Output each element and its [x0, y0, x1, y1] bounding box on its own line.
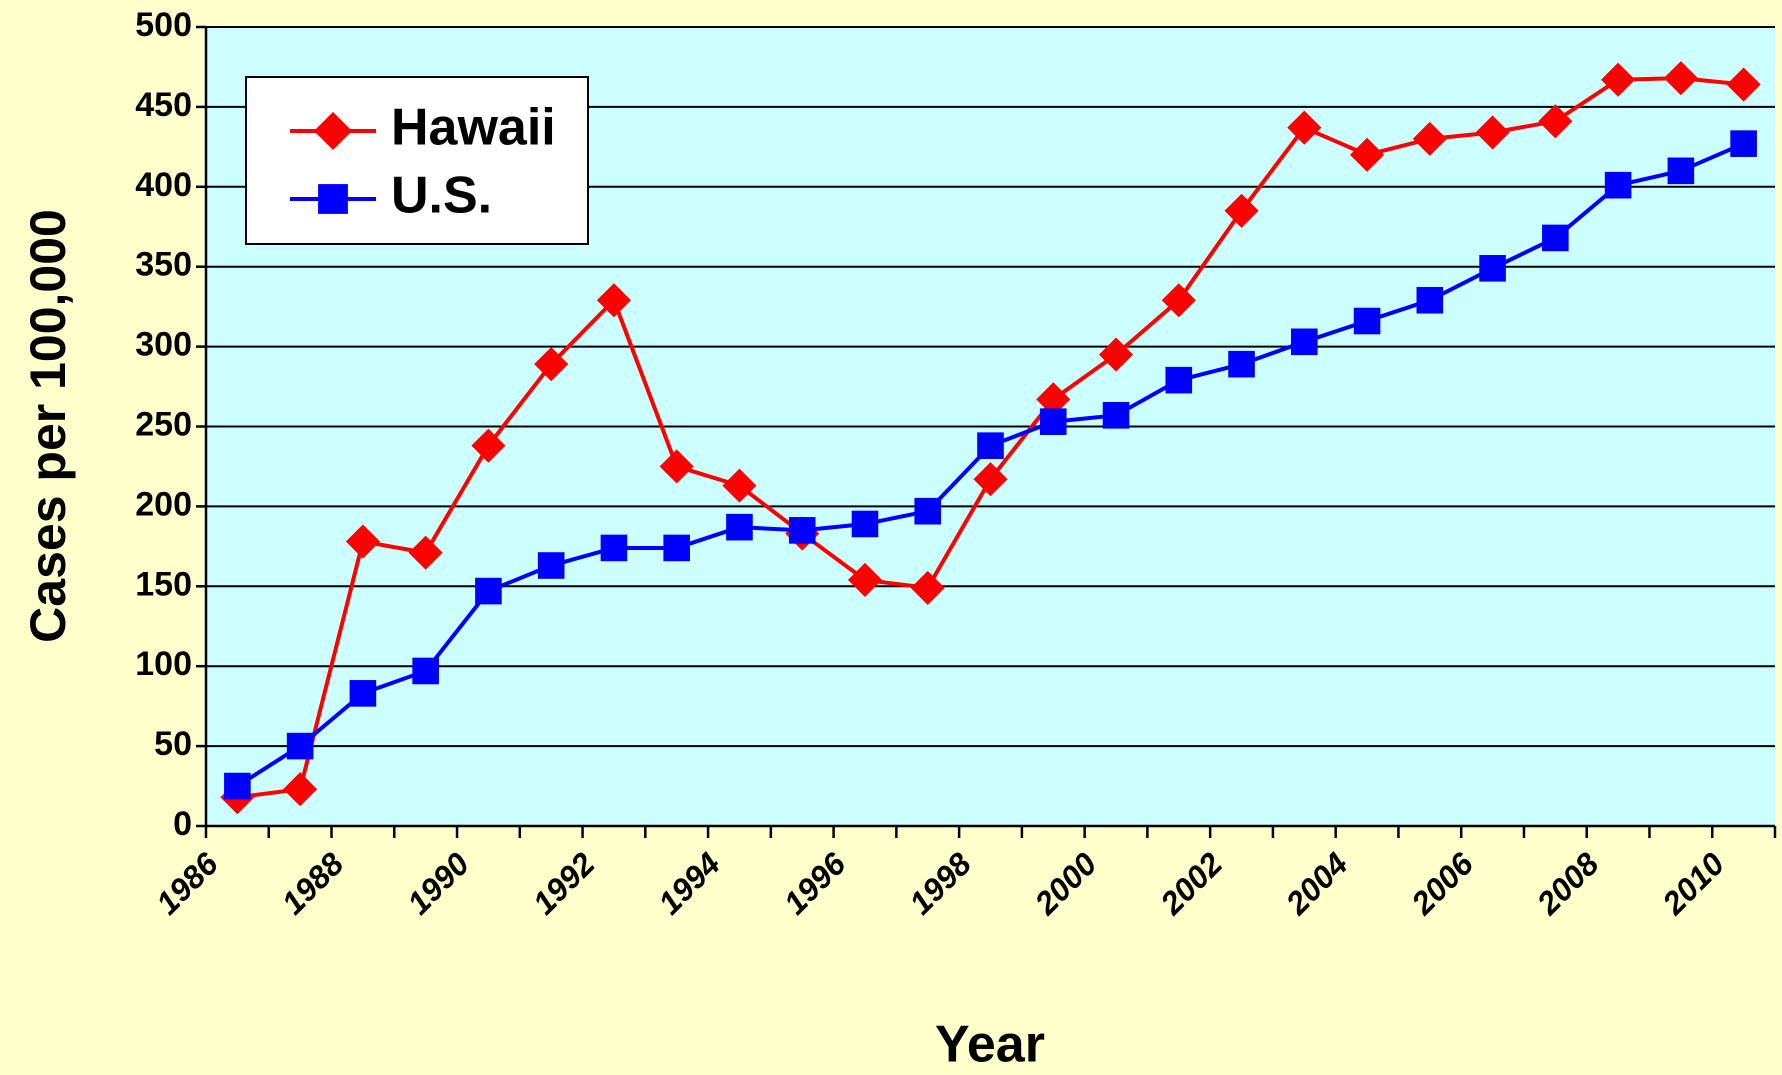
data-point — [977, 432, 1004, 459]
data-point — [224, 772, 251, 800]
data-point — [1353, 307, 1381, 335]
y-tick-label: 500 — [135, 6, 192, 44]
data-point — [1287, 110, 1322, 145]
data-point — [408, 535, 443, 570]
data-point — [1165, 366, 1193, 394]
legend-marker — [318, 184, 348, 214]
data-point — [1228, 350, 1255, 378]
data-point — [283, 772, 318, 807]
y-tick-label: 200 — [135, 485, 192, 523]
y-axis-title: Cases per 100,000 — [20, 209, 76, 643]
data-point — [1538, 104, 1573, 139]
y-tick-label: 150 — [135, 565, 192, 603]
data-point — [600, 534, 628, 562]
data-point — [345, 524, 380, 559]
data-point — [1663, 61, 1698, 96]
data-point — [1730, 130, 1757, 157]
data-point — [1291, 328, 1318, 356]
y-tick-label: 400 — [135, 166, 192, 204]
data-point — [659, 449, 694, 484]
legend-label: Hawaii — [391, 99, 556, 157]
y-tick-label: 250 — [135, 405, 192, 443]
data-point — [286, 732, 314, 760]
data-point — [1039, 408, 1067, 436]
data-point — [1667, 157, 1695, 185]
data-point — [788, 517, 816, 544]
data-point — [910, 570, 945, 605]
data-point — [349, 680, 377, 707]
legend-box — [245, 76, 589, 245]
data-point — [1542, 224, 1569, 252]
data-point — [1224, 193, 1259, 228]
data-point — [1475, 115, 1510, 150]
y-tick-label: 300 — [135, 326, 192, 364]
y-tick-label: 0 — [173, 805, 192, 843]
data-point — [1479, 254, 1506, 282]
data-point — [1098, 337, 1134, 372]
data-point — [726, 513, 753, 541]
data-point — [475, 577, 502, 605]
data-point — [1726, 67, 1761, 102]
data-point — [1102, 402, 1130, 429]
y-tick-label: 350 — [135, 246, 192, 284]
legend-marker — [313, 111, 353, 151]
data-point — [722, 468, 757, 503]
data-point — [1412, 121, 1447, 156]
data-point — [973, 462, 1008, 497]
data-point — [1161, 283, 1196, 318]
data-point — [471, 428, 506, 463]
data-point — [596, 283, 632, 318]
legend-label: U.S. — [391, 167, 492, 225]
data-point — [537, 552, 565, 579]
data-point — [847, 562, 883, 597]
data-point — [1416, 286, 1444, 314]
data-point — [1349, 137, 1385, 172]
data-point — [412, 657, 439, 685]
x-axis-title: Year — [935, 1016, 1045, 1074]
data-point — [534, 347, 569, 382]
data-point — [851, 510, 879, 538]
y-tick-label: 50 — [154, 725, 192, 763]
data-point — [1604, 171, 1632, 199]
data-point — [914, 497, 942, 525]
y-tick-label: 450 — [135, 86, 192, 124]
y-tick-label: 100 — [135, 645, 192, 683]
data-point — [1601, 62, 1636, 97]
data-point — [663, 534, 691, 562]
